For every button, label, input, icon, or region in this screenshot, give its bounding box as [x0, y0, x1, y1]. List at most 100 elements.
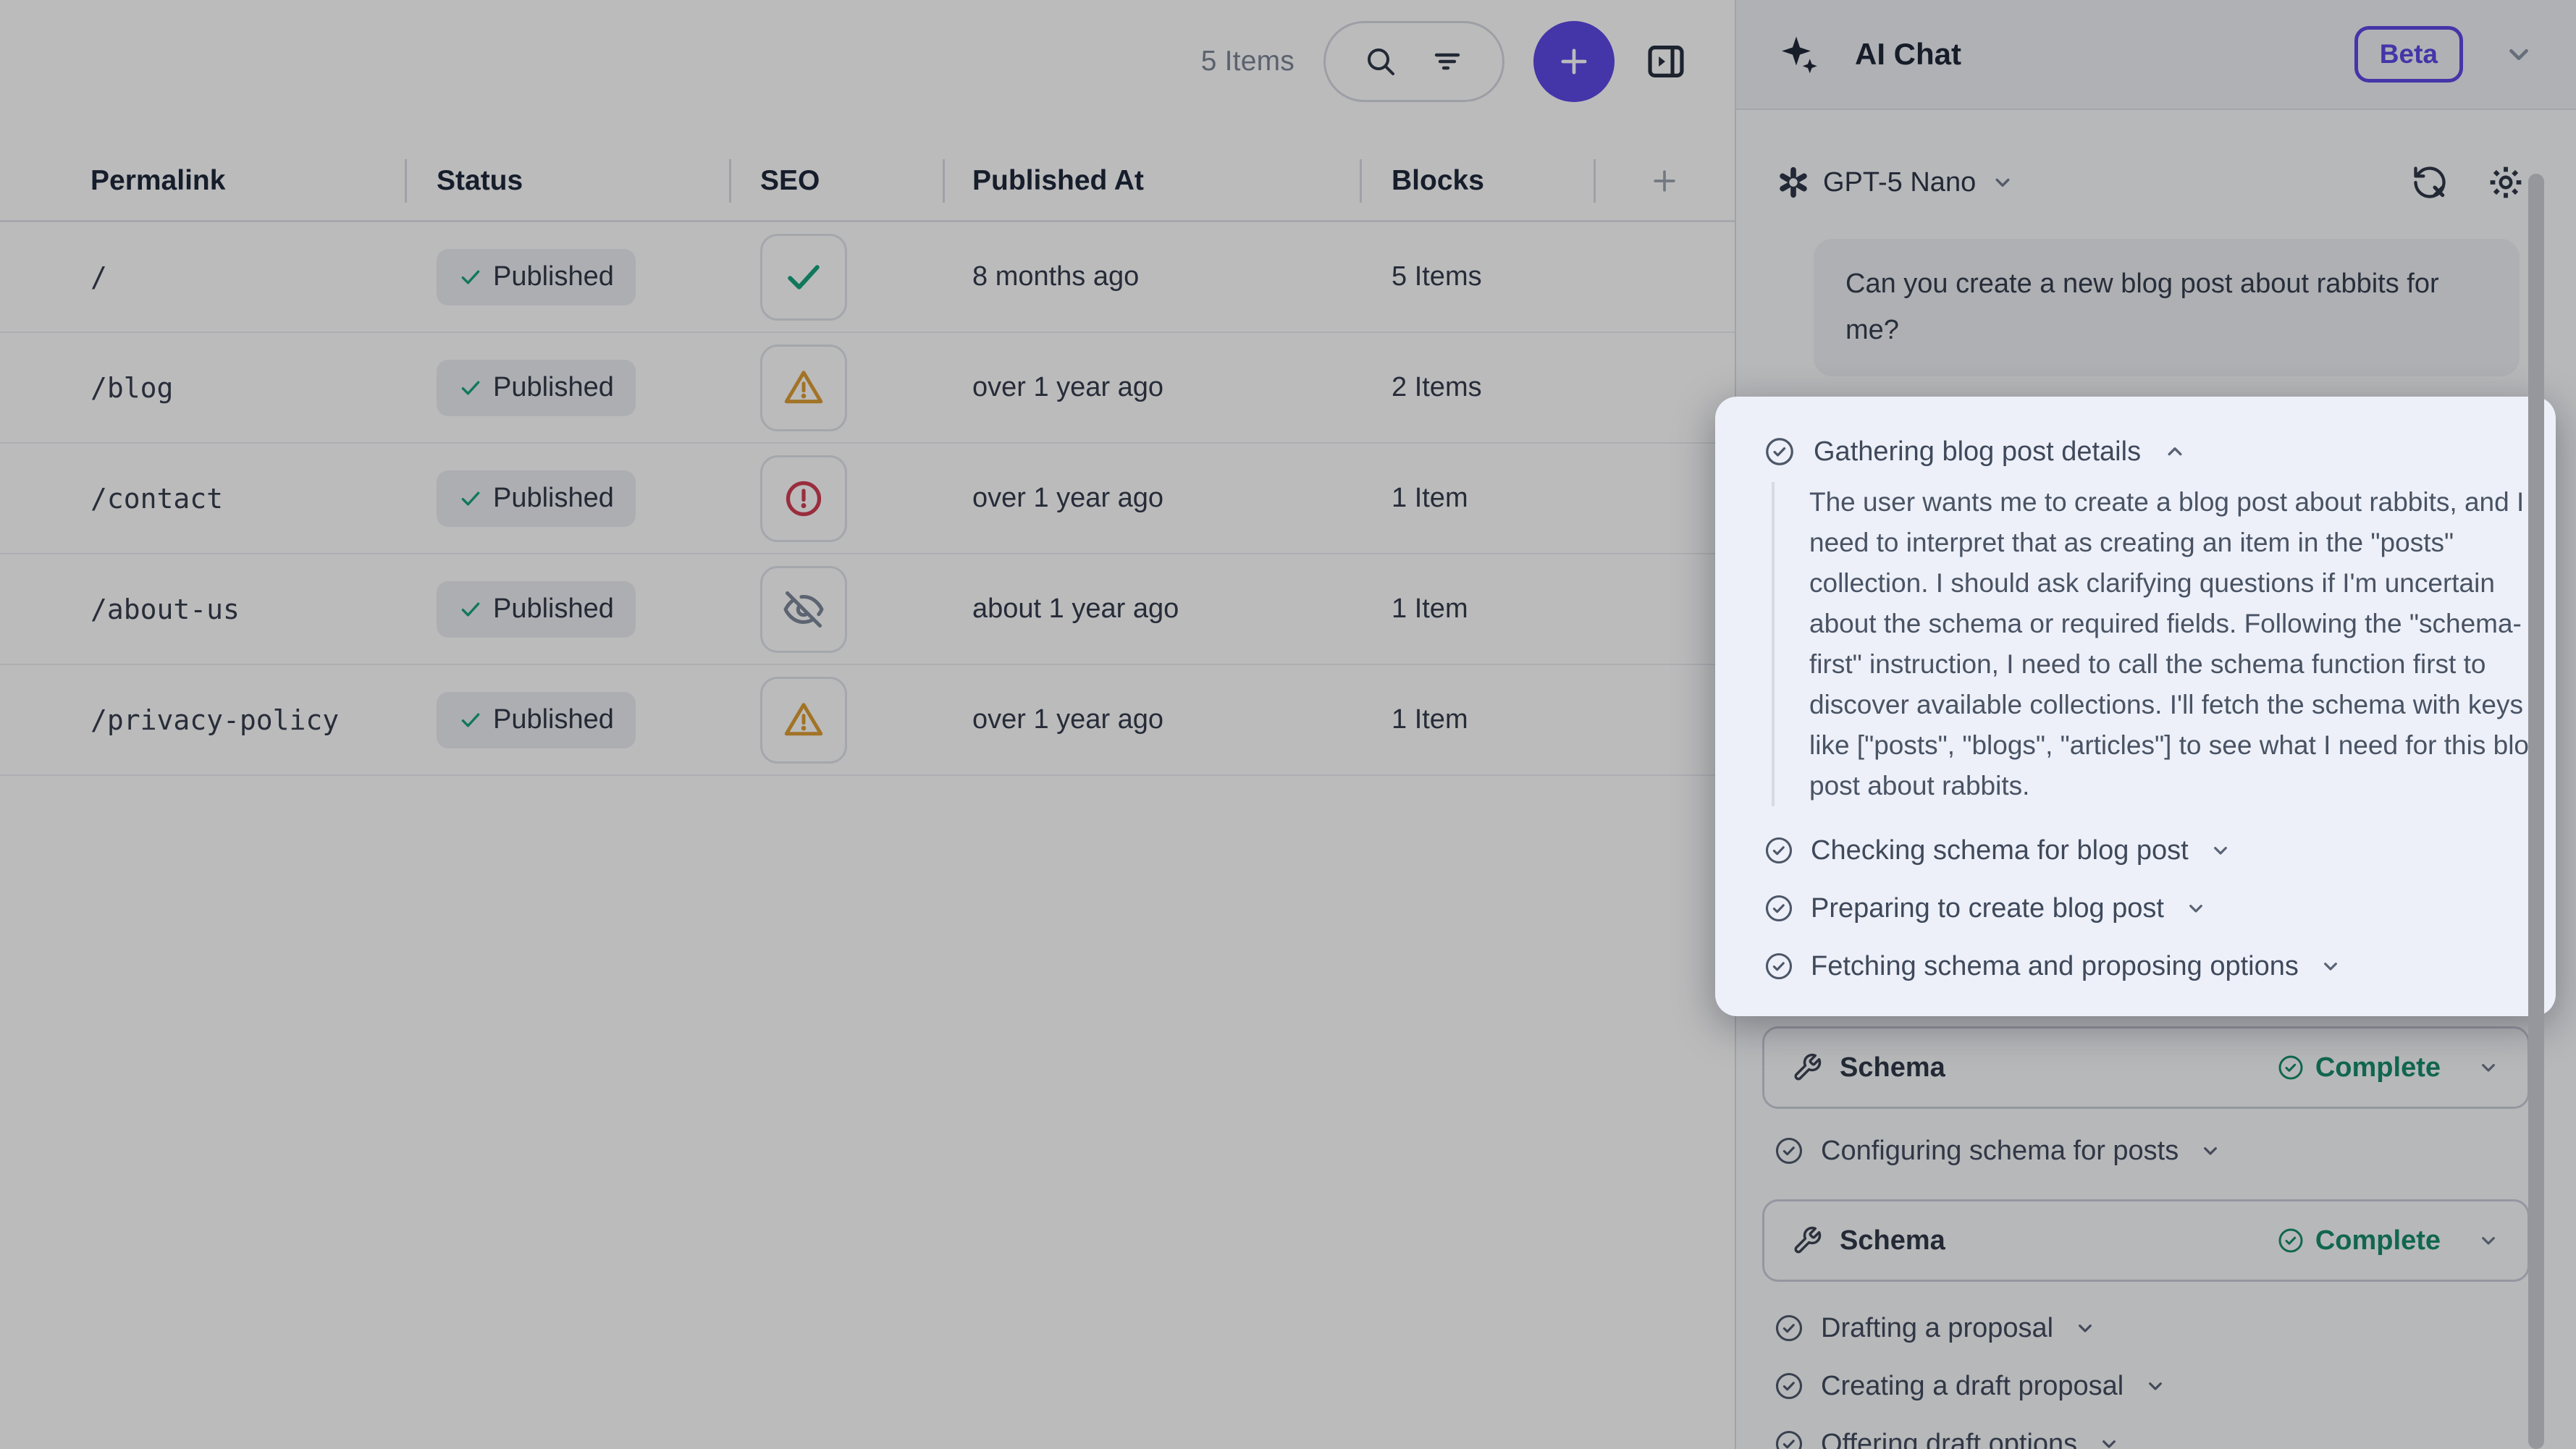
reasoning-step-collapsed[interactable]: Checking schema for blog post — [1763, 831, 2515, 870]
openai-logo-icon — [1777, 166, 1810, 199]
model-selector[interactable]: GPT-5 Nano — [1823, 166, 1977, 198]
plus-icon — [1649, 165, 1680, 197]
chevron-down-icon[interactable] — [2199, 1139, 2222, 1162]
reasoning-step-title: Fetching schema and proposing options — [1811, 950, 2299, 981]
check-icon — [458, 597, 483, 622]
sparkles-icon — [1778, 33, 1822, 76]
chat-toolbar: GPT-5 Nano — [1736, 156, 2576, 208]
cell-permalink[interactable]: /about-us — [91, 593, 240, 625]
reasoning-step-collapsed[interactable]: Drafting a proposal — [1773, 1309, 2097, 1348]
cell-permalink[interactable]: / — [91, 261, 107, 293]
check-icon — [458, 708, 483, 732]
search-icon[interactable] — [1363, 44, 1398, 79]
clear-history-icon[interactable] — [2411, 164, 2449, 201]
table-row[interactable]: /privacy-policy Published over 1 year ag… — [0, 665, 1735, 776]
reasoning-step-title: Preparing to create blog post — [1811, 892, 2164, 924]
chevron-down-icon[interactable] — [2477, 1056, 2500, 1079]
cell-status: Published — [405, 580, 729, 638]
reasoning-step-expanded[interactable]: Gathering blog post details — [1763, 431, 2515, 472]
reasoning-collapsed-steps: Checking schema for blog post Preparing … — [1763, 831, 2515, 986]
cell-blocks: 1 Item — [1392, 593, 1468, 624]
seo-warning-icon[interactable] — [760, 344, 847, 431]
status-badge: Published — [437, 248, 636, 305]
filter-icon[interactable] — [1430, 44, 1465, 79]
toggle-chat-panel-icon[interactable] — [1643, 39, 1688, 84]
seo-pass-icon[interactable] — [760, 233, 847, 321]
check-circle-icon — [1773, 1428, 1805, 1449]
check-circle-icon — [1763, 950, 1795, 982]
column-header-seo[interactable]: SEO — [729, 140, 943, 222]
cell-blocks: 5 Items — [1392, 261, 1482, 292]
tool-call-card-schema[interactable]: Schema Complete — [1762, 1026, 2530, 1109]
cell-blocks: 2 Items — [1392, 372, 1482, 402]
cell-status: Published — [405, 359, 729, 416]
table-row[interactable]: /contact Published over 1 year ago 1 I — [0, 444, 1735, 554]
list-toolbar: 5 Items — [0, 0, 1735, 123]
items-count: 5 Items — [1200, 46, 1295, 77]
create-new-button[interactable] — [1533, 21, 1615, 102]
search-filter-group — [1323, 21, 1504, 102]
wrench-icon — [1792, 1225, 1822, 1256]
status-label: Published — [493, 704, 614, 735]
tool-call-card-schema[interactable]: Schema Complete — [1762, 1199, 2530, 1282]
check-circle-icon — [1763, 435, 1796, 468]
check-circle-icon — [1763, 892, 1795, 924]
chevron-down-icon[interactable] — [2209, 839, 2232, 862]
tool-status: Complete — [2276, 1052, 2441, 1083]
reasoning-step-title: Gathering blog post details — [1814, 436, 2142, 467]
chevron-down-icon[interactable] — [1990, 170, 2015, 195]
check-circle-icon — [1773, 1370, 1805, 1402]
chat-scrollbar-thumb[interactable] — [2528, 174, 2544, 1449]
settings-gear-icon[interactable] — [2486, 163, 2525, 202]
tool-status: Complete — [2276, 1225, 2441, 1256]
reasoning-spotlight-card: Gathering blog post details The user wan… — [1715, 397, 2556, 1016]
tool-name: Schema — [1840, 1052, 1945, 1083]
status-badge: Published — [437, 359, 636, 416]
chevron-down-icon[interactable] — [2319, 955, 2342, 978]
table-row[interactable]: /about-us Published — [0, 554, 1735, 665]
add-column-button[interactable] — [1594, 140, 1735, 222]
status-badge: Published — [437, 580, 636, 638]
beta-badge: Beta — [2354, 26, 2463, 83]
chevron-up-icon[interactable] — [2163, 439, 2187, 464]
reasoning-step-collapsed[interactable]: Offering draft options — [1773, 1424, 2121, 1449]
reasoning-step-title: Creating a draft proposal — [1821, 1370, 2124, 1401]
status-badge: Published — [437, 470, 636, 527]
seo-warning-icon[interactable] — [760, 676, 847, 764]
table-row[interactable]: /blog Published over 1 year ago 2 Item — [0, 333, 1735, 444]
table-header-row: Permalink Status SEO Published At Blocks — [0, 140, 1735, 222]
seo-hidden-icon[interactable] — [760, 565, 847, 653]
pages-table: Permalink Status SEO Published At Blocks… — [0, 140, 1735, 776]
chevron-down-icon[interactable] — [2477, 1229, 2500, 1252]
reasoning-step-collapsed[interactable]: Fetching schema and proposing options — [1763, 947, 2515, 986]
column-header-published-at[interactable]: Published At — [943, 140, 1360, 222]
check-circle-icon — [1773, 1135, 1805, 1167]
column-header-permalink[interactable]: Permalink — [91, 165, 226, 196]
status-label: Published — [493, 372, 614, 402]
seo-error-icon[interactable] — [760, 455, 847, 542]
chevron-down-icon[interactable] — [2074, 1317, 2097, 1340]
cell-blocks: 1 Item — [1392, 704, 1468, 735]
chevron-down-icon[interactable] — [2184, 897, 2207, 920]
cell-permalink[interactable]: /blog — [91, 371, 174, 404]
status-badge: Published — [437, 691, 636, 748]
chevron-down-icon[interactable] — [2502, 38, 2535, 71]
reasoning-step-collapsed[interactable]: Configuring schema for posts — [1773, 1131, 2222, 1170]
cell-seo — [729, 233, 943, 321]
check-circle-icon — [1773, 1312, 1805, 1344]
reasoning-step-collapsed[interactable]: Creating a draft proposal — [1773, 1366, 2167, 1406]
cell-permalink[interactable]: /contact — [91, 482, 224, 515]
chevron-down-icon[interactable] — [2097, 1432, 2121, 1449]
chevron-down-icon[interactable] — [2144, 1374, 2167, 1398]
reasoning-step-title: Checking schema for blog post — [1811, 835, 2189, 866]
user-message-bubble: Can you create a new blog post about rab… — [1814, 239, 2520, 376]
tool-name: Schema — [1840, 1225, 1945, 1256]
tool-status-label: Complete — [2315, 1052, 2441, 1083]
table-row[interactable]: / Published 8 months ago 5 Items — [0, 222, 1735, 333]
column-header-blocks[interactable]: Blocks — [1360, 140, 1594, 222]
reasoning-step-title: Offering draft options — [1821, 1428, 2078, 1449]
cell-permalink[interactable]: /privacy-policy — [91, 704, 340, 736]
column-header-status[interactable]: Status — [405, 140, 729, 222]
wrench-icon — [1792, 1052, 1822, 1083]
reasoning-step-collapsed[interactable]: Preparing to create blog post — [1763, 889, 2515, 928]
